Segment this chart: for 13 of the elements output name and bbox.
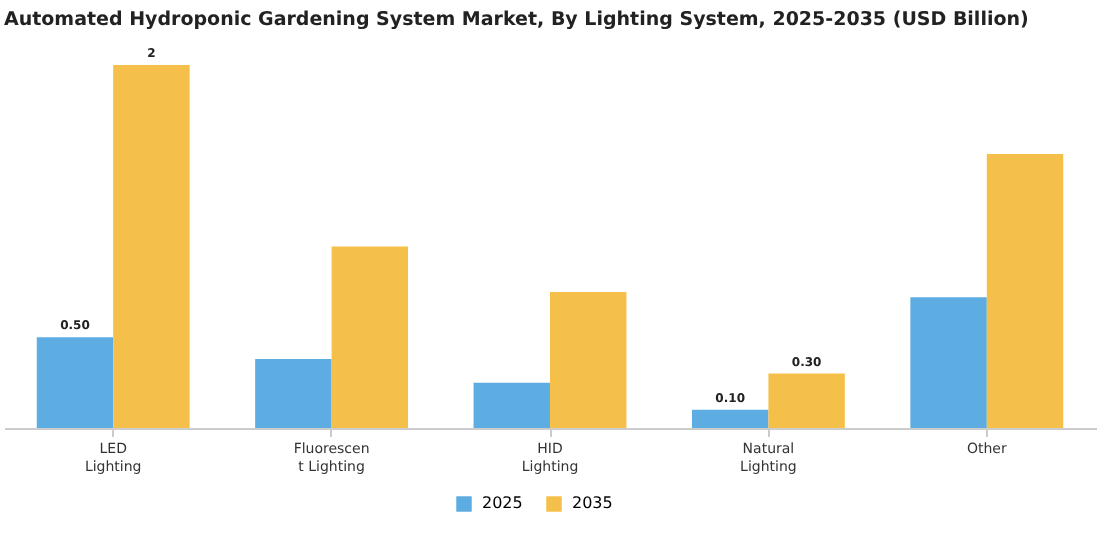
bar: [36, 337, 114, 428]
bar: [113, 65, 190, 428]
legend-label: 2025: [482, 494, 523, 512]
bar: [691, 409, 769, 428]
bar: [473, 382, 550, 428]
bar: [768, 373, 845, 428]
bar: [550, 291, 627, 428]
legend-label: 2035: [572, 494, 613, 512]
bar: [331, 246, 409, 428]
bar: [986, 153, 1064, 428]
bar: [255, 359, 332, 428]
chart-title: Automated Hydroponic Gardening System Market, By Lighting System, 2025-2035 (USD Billion): [4, 9, 1029, 31]
bar: [910, 297, 987, 428]
